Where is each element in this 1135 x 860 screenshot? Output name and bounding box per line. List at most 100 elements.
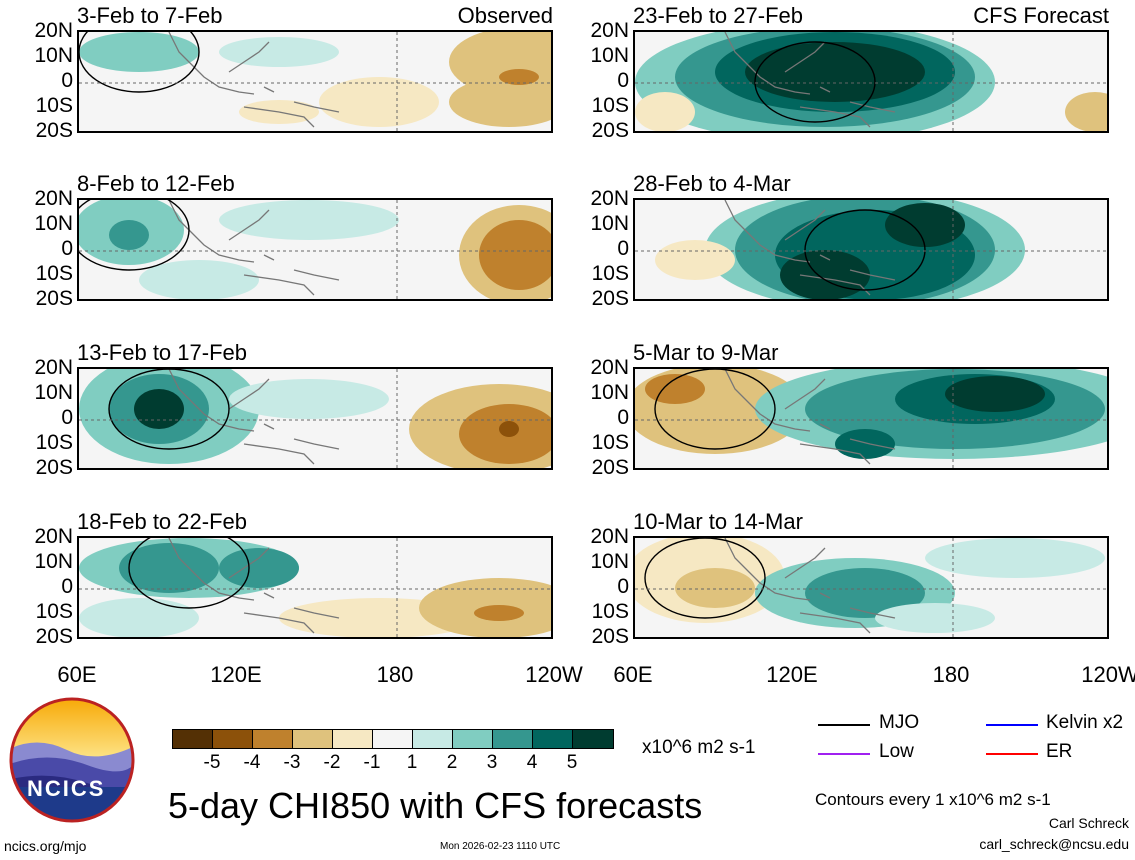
map-panel <box>633 536 1109 639</box>
site-link: ncics.org/mjo <box>4 838 87 854</box>
mjo-contour <box>754 41 876 123</box>
lat-label: 10N <box>590 381 629 404</box>
shaded-region <box>229 379 389 419</box>
logo-text: NCICS <box>27 776 106 801</box>
lat-label: 20S <box>35 625 73 648</box>
colorbar-tick: 4 <box>526 752 538 773</box>
shaded-region <box>925 538 1105 578</box>
lat-label: 0 <box>61 406 73 429</box>
colorbar-swatch <box>293 730 333 748</box>
coastline <box>168 369 340 465</box>
shaded-region <box>835 429 895 459</box>
mjo-contour <box>79 200 190 271</box>
mjo-contour <box>654 369 776 450</box>
lat-label: 20S <box>35 287 73 310</box>
panel-tag: Observed <box>457 3 553 28</box>
legend-label: Kelvin x2 <box>1046 712 1124 733</box>
panel-title: 8-Feb to 12-Feb <box>77 171 235 196</box>
colorbar-swatch <box>573 730 613 748</box>
shaded-region <box>474 605 524 621</box>
colorbar-tick: 2 <box>446 752 458 773</box>
shaded-region <box>79 32 199 72</box>
lat-label: 20N <box>590 19 629 42</box>
legend-line <box>986 724 1038 726</box>
coastline <box>724 200 896 296</box>
lat-label: 20N <box>590 187 629 210</box>
map-panel <box>633 367 1109 470</box>
anomaly-field <box>635 32 1107 131</box>
mjo-contour <box>79 32 200 93</box>
panel-tag: CFS Forecast <box>973 3 1109 28</box>
lon-label: 60E <box>613 662 653 687</box>
main-title: 5-day CHI850 with CFS forecasts <box>168 785 703 826</box>
shaded-region <box>219 37 339 67</box>
colorbar <box>172 729 614 749</box>
lat-label: 10S <box>35 431 73 454</box>
lat-label: 10S <box>591 600 629 623</box>
coastline <box>168 32 340 128</box>
lat-label: 10N <box>34 44 73 67</box>
colorbar-tick: 5 <box>566 752 578 773</box>
shaded-region <box>139 260 259 299</box>
anomaly-field <box>635 369 1107 468</box>
shaded-region <box>479 220 551 290</box>
lon-label: 120W <box>525 662 583 687</box>
legend-label: MJO <box>879 712 920 733</box>
lat-label: 0 <box>617 575 629 598</box>
lat-label: 10S <box>591 431 629 454</box>
shaded-region <box>219 200 399 240</box>
colorbar-tick: -3 <box>283 752 301 773</box>
panel-title: 28-Feb to 4-Mar <box>633 171 791 196</box>
lat-label: 20N <box>34 187 73 210</box>
mjo-contour <box>108 369 230 450</box>
colorbar-tick: -1 <box>363 752 381 773</box>
shaded-region <box>780 250 870 299</box>
colorbar-swatch <box>173 730 213 748</box>
ncics-logo <box>9 697 135 823</box>
anomaly-field <box>79 369 551 468</box>
legend-line <box>818 753 870 755</box>
lat-label: 20S <box>35 119 73 142</box>
lat-label: 10S <box>35 94 73 117</box>
colorbar-swatch <box>333 730 373 748</box>
mjo-contour <box>804 209 926 291</box>
legend-label: ER <box>1046 741 1073 762</box>
lat-label: 20S <box>35 456 73 479</box>
lat-label: 20N <box>34 525 73 548</box>
shaded-region <box>79 598 199 637</box>
lat-label: 0 <box>61 237 73 260</box>
map-panel <box>77 198 553 301</box>
lat-label: 10N <box>34 381 73 404</box>
lat-label: 10N <box>590 550 629 573</box>
lat-label: 20S <box>591 119 629 142</box>
lat-label: 0 <box>61 69 73 92</box>
lon-label: 120W <box>1081 662 1135 687</box>
lon-label: 120E <box>766 662 818 687</box>
map-panel <box>77 30 553 133</box>
colorbar-swatch <box>533 730 573 748</box>
lat-label: 10N <box>590 212 629 235</box>
mjo-contour <box>128 538 250 609</box>
colorbar-swatch <box>213 730 253 748</box>
colorbar-swatch <box>493 730 533 748</box>
coastline <box>724 32 896 128</box>
panel-title: 10-Mar to 14-Mar <box>633 509 803 534</box>
contour-note: Contours every 1 x10^6 m2 s-1 <box>815 790 1051 809</box>
map-panel <box>77 367 553 470</box>
lon-label: 180 <box>376 662 414 687</box>
shaded-region <box>875 603 995 633</box>
shaded-region <box>499 69 539 85</box>
lat-label: 20N <box>34 356 73 379</box>
lon-label: 180 <box>932 662 970 687</box>
colorbar-tick: -2 <box>323 752 341 773</box>
panel-title: 5-Mar to 9-Mar <box>633 340 779 365</box>
shaded-region <box>119 543 219 593</box>
legend-line <box>818 724 870 726</box>
panel-title: 3-Feb to 7-Feb <box>77 3 223 28</box>
colorbar-units: x10^6 m2 s-1 <box>642 737 756 758</box>
lon-label: 60E <box>57 662 97 687</box>
map-panel <box>633 198 1109 301</box>
anomaly-field <box>79 200 551 299</box>
coastline <box>724 369 896 465</box>
anomaly-field <box>635 538 1107 637</box>
